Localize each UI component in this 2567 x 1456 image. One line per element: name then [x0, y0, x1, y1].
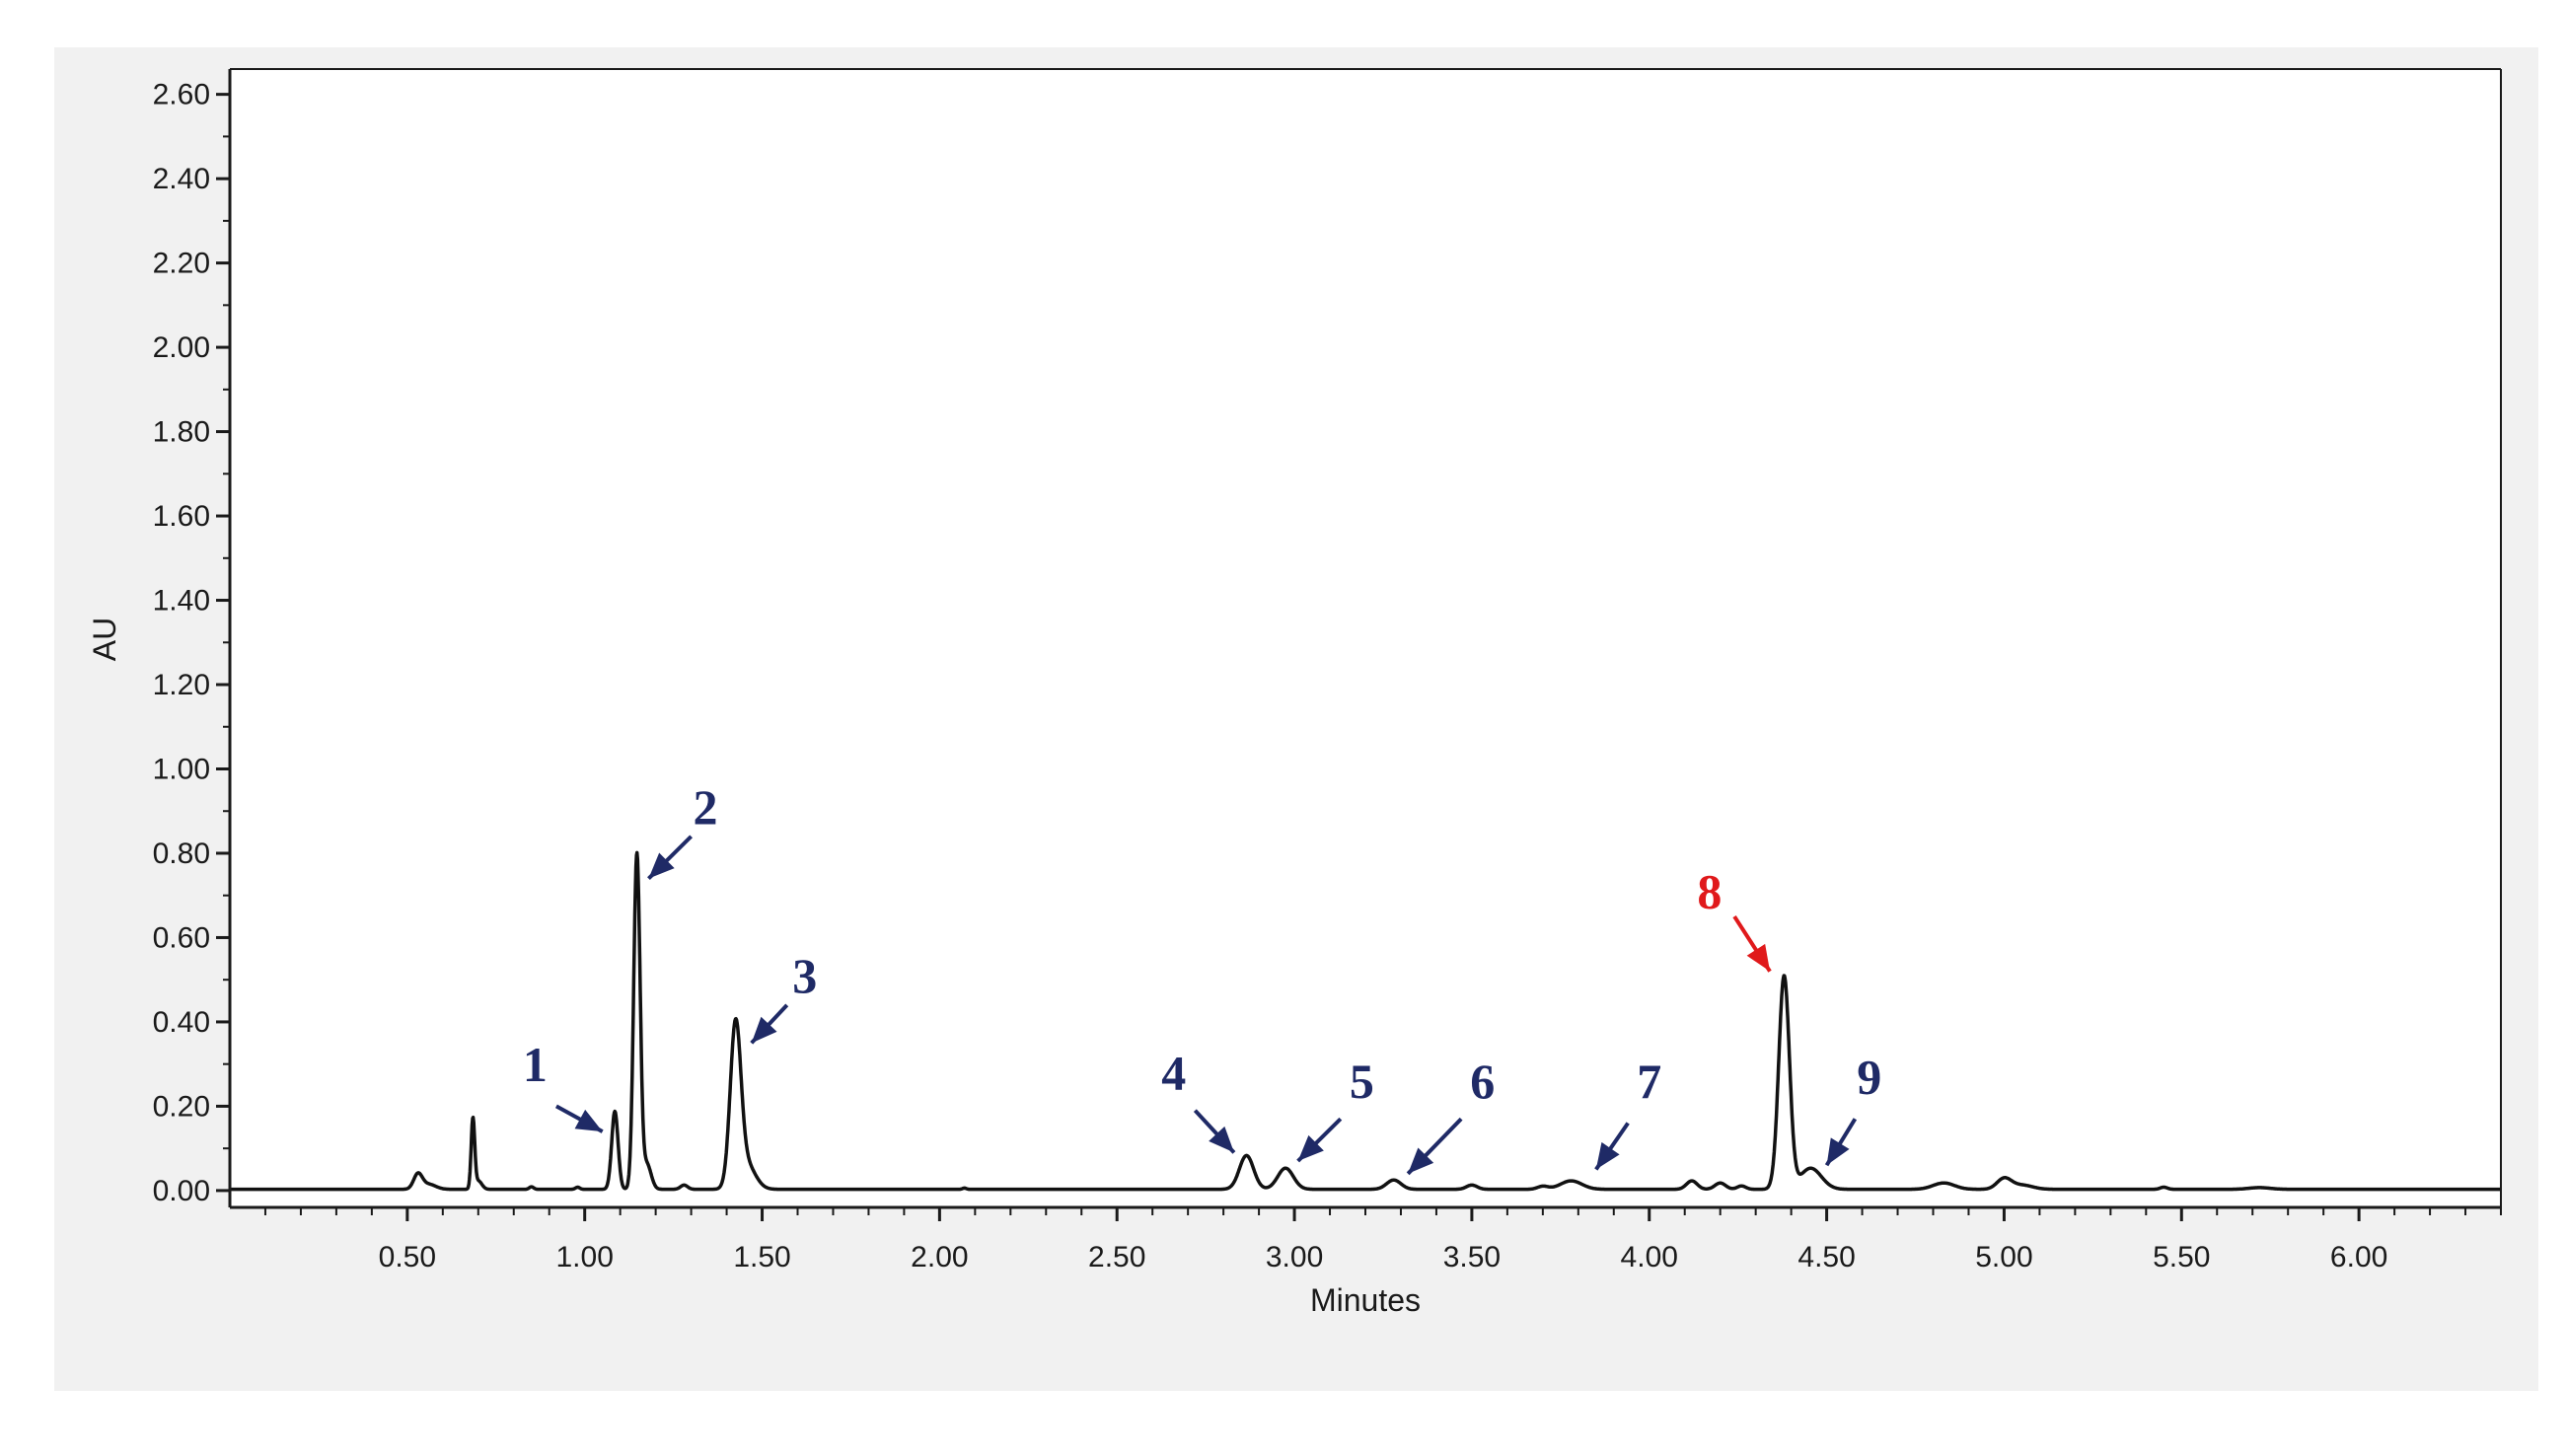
x-tick-label: 0.50 — [379, 1241, 436, 1274]
y-tick-label: 0.40 — [153, 1006, 210, 1039]
y-tick-label: 0.60 — [153, 921, 210, 954]
x-tick-label: 2.00 — [911, 1241, 968, 1274]
x-tick-label: 1.00 — [555, 1241, 613, 1274]
x-tick-label: 1.50 — [733, 1241, 790, 1274]
y-axis-title: AU — [87, 618, 122, 661]
y-axis-ticks: 0.00 0.20 0.40 0.60 0.80 1.00 1.20 1.40 1.60 1.80… — [153, 79, 230, 1207]
peak-label-7: 7 — [1637, 1054, 1661, 1109]
annotation-arrowhead-9 — [1826, 1137, 1850, 1166]
x-axis-title: Minutes — [1310, 1282, 1421, 1318]
y-tick-label: 1.00 — [153, 753, 210, 785]
chromatogram-trace — [228, 850, 2503, 1192]
y-tick-label: 2.40 — [153, 163, 210, 195]
x-axis-ticks: 0.50 1.00 1.50 2.00 2.50 3.00 3.50 4.00 4.50 5.00… — [263, 1207, 2502, 1274]
y-tick-label: 1.80 — [153, 416, 210, 449]
x-tick-label: 5.50 — [2153, 1241, 2210, 1274]
y-tick-label: 0.00 — [153, 1175, 210, 1207]
x-tick-label: 3.50 — [1443, 1241, 1501, 1274]
peak-label-8: 8 — [1697, 864, 1722, 919]
y-tick-label: 1.60 — [153, 500, 210, 533]
peak-label-1: 1 — [523, 1037, 548, 1092]
peak-annotations: 1 2 3 4 5 6 7 8 9 — [523, 779, 1881, 1176]
annotation-arrowhead-1 — [574, 1109, 603, 1132]
annotation-arrowhead-2 — [648, 852, 675, 879]
x-tick-label: 4.50 — [1797, 1241, 1855, 1274]
y-tick-label: 2.20 — [153, 248, 210, 280]
annotation-arrowhead-8 — [1746, 943, 1771, 972]
annotation-arrowhead-4 — [1209, 1126, 1234, 1153]
y-tick-label: 0.20 — [153, 1090, 210, 1123]
annotation-arrowhead-7 — [1595, 1141, 1620, 1170]
y-tick-label: 2.60 — [153, 79, 210, 111]
annotation-arrowhead-3 — [751, 1016, 777, 1044]
peak-label-3: 3 — [792, 948, 817, 1003]
peak-label-4: 4 — [1161, 1045, 1186, 1100]
annotation-arrowhead-5 — [1297, 1134, 1324, 1161]
y-tick-label: 1.40 — [153, 585, 210, 618]
plot-area — [230, 69, 2501, 1207]
peak-label-5: 5 — [1350, 1054, 1374, 1109]
chromatogram-chart: 0.00 0.20 0.40 0.60 0.80 1.00 1.20 1.40 1.60 1.80… — [87, 68, 2503, 1318]
x-tick-label: 4.00 — [1621, 1241, 1678, 1274]
peak-label-9: 9 — [1857, 1050, 1881, 1105]
y-tick-label: 2.00 — [153, 331, 210, 364]
chart-panel: 0.00 0.20 0.40 0.60 0.80 1.00 1.20 1.40 1.60 1.80… — [54, 47, 2538, 1391]
annotation-arrowhead-6 — [1408, 1147, 1434, 1174]
x-tick-label: 3.00 — [1266, 1241, 1323, 1274]
y-tick-label: 0.80 — [153, 837, 210, 870]
peak-label-2: 2 — [693, 779, 717, 835]
x-tick-label: 2.50 — [1088, 1241, 1145, 1274]
x-tick-label: 6.00 — [2330, 1241, 2387, 1274]
x-tick-label: 5.00 — [1975, 1241, 2032, 1274]
y-tick-label: 1.20 — [153, 669, 210, 701]
peak-label-6: 6 — [1470, 1054, 1495, 1109]
